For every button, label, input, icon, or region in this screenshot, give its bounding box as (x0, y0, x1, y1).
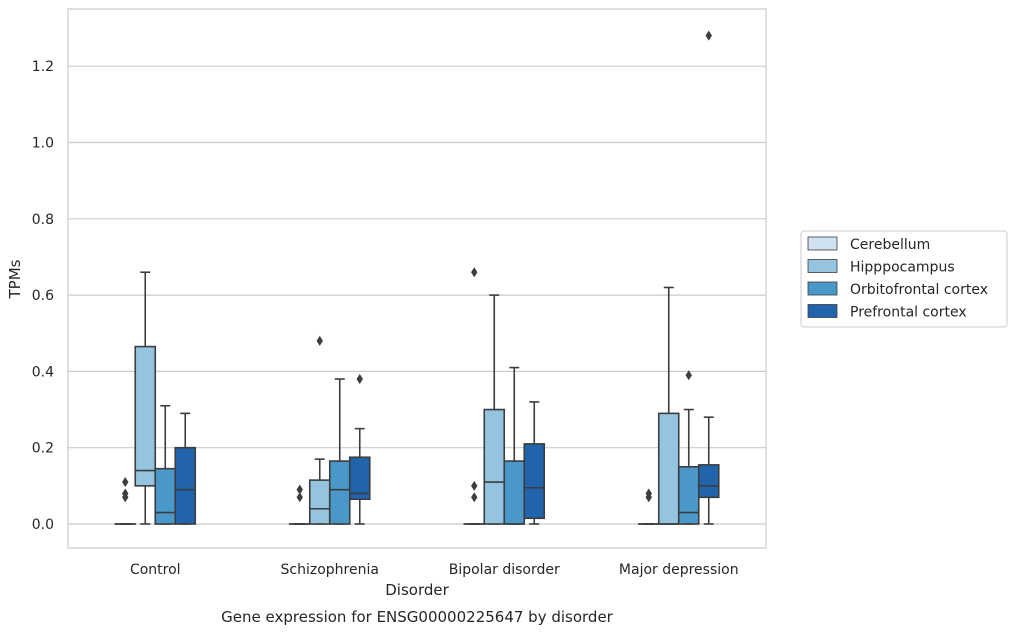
y-tick-label: 0.2 (32, 441, 54, 457)
y-tick-label: 0.8 (32, 212, 54, 228)
chart-caption: Gene expression for ENSG00000225647 by d… (221, 608, 614, 626)
boxplot-group (637, 488, 660, 525)
boxplot-group (328, 378, 351, 525)
boxplot-group (348, 374, 371, 525)
boxplot-group (503, 366, 526, 525)
boxplot-group (288, 484, 311, 525)
boxplot-series (114, 30, 720, 525)
box (308, 479, 331, 525)
outlier-point (645, 488, 652, 499)
outlier-point (356, 374, 363, 385)
y-tick-label: 1.2 (32, 59, 54, 75)
box (523, 443, 546, 520)
x-tick-label: Bipolar disorder (449, 562, 560, 578)
outlier-point (122, 477, 129, 488)
outlier-point (471, 267, 478, 278)
legend: Cerebellum Hipppocampus Orbitofrontal cort… (800, 230, 1008, 328)
boxplot-group (697, 30, 720, 525)
legend-swatch (807, 281, 838, 296)
box (677, 465, 700, 525)
plot-frame (67, 8, 767, 549)
outlier-point (705, 30, 712, 41)
outlier-point (471, 480, 478, 491)
y-axis-ticks: 0.0 0.2 0.4 0.6 0.8 1.0 1.2 (32, 59, 54, 533)
x-tick-label: Control (130, 562, 181, 578)
outlier-point (685, 370, 692, 381)
legend-swatch (807, 236, 838, 251)
outlier-point (316, 335, 323, 346)
boxplot-group (174, 412, 197, 525)
box (483, 408, 506, 525)
legend-swatch (807, 304, 838, 318)
x-tick-label: Major depression (619, 562, 739, 578)
legend-frame (800, 230, 1008, 328)
outlier-point (296, 484, 303, 495)
y-tick-label: 1.0 (32, 136, 54, 152)
legend-label: Cerebellum (850, 237, 930, 253)
box (503, 460, 526, 525)
y-tick-label: 0.6 (32, 288, 54, 304)
boxplot-group (657, 286, 680, 525)
x-axis-ticks: Control Schizophrenia Bipolar disorder Majo… (130, 562, 739, 578)
boxplot-group (523, 401, 546, 525)
legend-label: Orbitofrontal cortex (850, 282, 988, 298)
boxplot-group (114, 477, 137, 525)
outlier-point (296, 492, 303, 503)
box (657, 412, 680, 525)
box (154, 467, 177, 525)
boxplot-group (483, 294, 506, 525)
legend-label: Hipppocampus (850, 260, 955, 276)
box (134, 345, 157, 487)
legend-label: Prefrontal cortex (850, 305, 967, 321)
boxplot-group (134, 271, 157, 525)
legend-swatch (807, 259, 838, 273)
x-axis-label: Disorder (385, 581, 449, 599)
y-axis-label: TPMs (6, 259, 24, 299)
outlier-point (122, 488, 129, 499)
y-tick-label: 0.0 (32, 517, 54, 533)
boxplot-group (677, 370, 700, 525)
box (174, 446, 197, 525)
box (697, 464, 720, 499)
outlier-point (471, 492, 478, 503)
box (348, 456, 371, 501)
y-tick-label: 0.4 (32, 364, 54, 380)
box (328, 460, 351, 525)
x-tick-label: Schizophrenia (281, 562, 379, 578)
boxplot-group (308, 335, 331, 525)
